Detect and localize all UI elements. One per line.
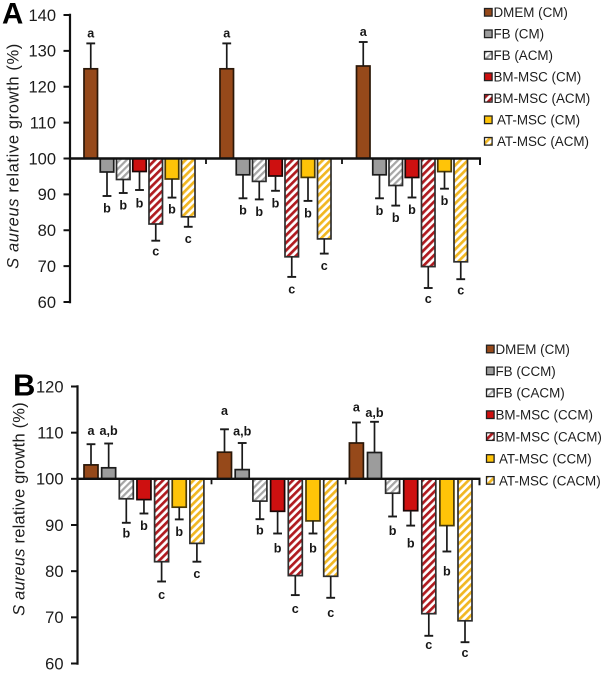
svg-text:S aureus relative growth (%): S aureus relative growth (%) <box>5 43 23 269</box>
svg-text:AT-MSC (CACM): AT-MSC (CACM) <box>499 473 601 488</box>
svg-text:b: b <box>272 197 280 211</box>
svg-text:AT-MSC (CCM): AT-MSC (CCM) <box>499 451 592 466</box>
svg-text:b: b <box>122 527 130 541</box>
svg-text:S aureus relative growth (%): S aureus relative growth (%) <box>11 402 29 616</box>
svg-text:c: c <box>292 602 299 616</box>
svg-text:110: 110 <box>37 424 63 442</box>
svg-text:c: c <box>193 567 200 581</box>
svg-text:90: 90 <box>45 517 63 535</box>
svg-text:c: c <box>425 638 432 652</box>
svg-text:BM-MSC (CM): BM-MSC (CM) <box>494 70 582 85</box>
svg-text:c: c <box>457 284 464 298</box>
svg-text:b: b <box>256 524 264 538</box>
svg-text:b: b <box>274 542 282 556</box>
svg-text:130: 130 <box>28 43 56 61</box>
svg-text:c: c <box>288 283 295 297</box>
svg-text:b: b <box>392 211 400 225</box>
svg-text:b: b <box>443 565 451 579</box>
svg-text:b: b <box>407 537 415 551</box>
svg-text:a,b: a,b <box>365 406 384 420</box>
svg-text:60: 60 <box>38 294 56 312</box>
svg-text:b: b <box>441 194 449 208</box>
svg-text:b: b <box>309 542 317 556</box>
svg-text:100: 100 <box>28 150 56 168</box>
svg-text:100: 100 <box>36 471 64 489</box>
svg-text:b: b <box>389 524 397 538</box>
svg-text:a: a <box>87 27 95 41</box>
svg-text:a: a <box>87 424 95 438</box>
svg-text:AT-MSC (ACM): AT-MSC (ACM) <box>497 134 589 149</box>
svg-text:80: 80 <box>45 563 63 581</box>
svg-text:a,b: a,b <box>100 424 119 438</box>
svg-text:FB (CACM): FB (CACM) <box>496 386 565 401</box>
svg-text:140: 140 <box>28 7 56 25</box>
svg-text:80: 80 <box>38 222 56 240</box>
svg-text:c: c <box>425 292 432 306</box>
svg-text:110: 110 <box>30 114 56 132</box>
svg-text:c: c <box>158 588 165 602</box>
svg-text:a,b: a,b <box>233 425 252 439</box>
svg-text:c: c <box>327 606 334 620</box>
svg-text:70: 70 <box>38 258 56 276</box>
svg-text:120: 120 <box>36 378 64 396</box>
svg-text:b: b <box>168 203 176 217</box>
svg-text:90: 90 <box>38 186 56 204</box>
svg-text:FB (CCM): FB (CCM) <box>496 364 556 379</box>
svg-text:b: b <box>140 519 148 533</box>
svg-text:120: 120 <box>28 79 56 97</box>
svg-text:a: a <box>221 404 229 418</box>
svg-text:B: B <box>13 368 35 403</box>
svg-text:c: c <box>461 646 468 660</box>
svg-text:DMEM (CM): DMEM (CM) <box>494 5 568 20</box>
svg-text:b: b <box>408 203 416 217</box>
svg-text:BM-MSC (CACM): BM-MSC (CACM) <box>496 430 602 445</box>
svg-text:b: b <box>136 197 144 211</box>
svg-text:b: b <box>255 205 263 219</box>
svg-text:b: b <box>119 199 127 213</box>
svg-text:A: A <box>2 0 23 30</box>
svg-text:a: a <box>353 401 361 415</box>
svg-text:FB (ACM): FB (ACM) <box>494 48 554 63</box>
svg-text:b: b <box>103 202 111 216</box>
svg-text:AT-MSC (CM): AT-MSC (CM) <box>497 113 580 128</box>
svg-text:60: 60 <box>45 655 63 673</box>
svg-text:BM-MSC (CCM): BM-MSC (CCM) <box>496 408 593 423</box>
svg-text:c: c <box>152 245 159 259</box>
svg-text:b: b <box>175 525 183 539</box>
svg-text:70: 70 <box>45 609 63 627</box>
svg-text:b: b <box>304 207 312 221</box>
svg-text:c: c <box>185 232 192 246</box>
svg-text:b: b <box>239 204 247 218</box>
svg-text:a: a <box>360 25 368 39</box>
svg-text:FB (CM): FB (CM) <box>494 27 545 42</box>
svg-text:c: c <box>321 259 328 273</box>
svg-text:a: a <box>223 27 231 41</box>
svg-text:b: b <box>376 204 384 218</box>
svg-text:BM-MSC (ACM): BM-MSC (ACM) <box>494 91 591 106</box>
svg-text:DMEM (CM): DMEM (CM) <box>496 342 570 357</box>
